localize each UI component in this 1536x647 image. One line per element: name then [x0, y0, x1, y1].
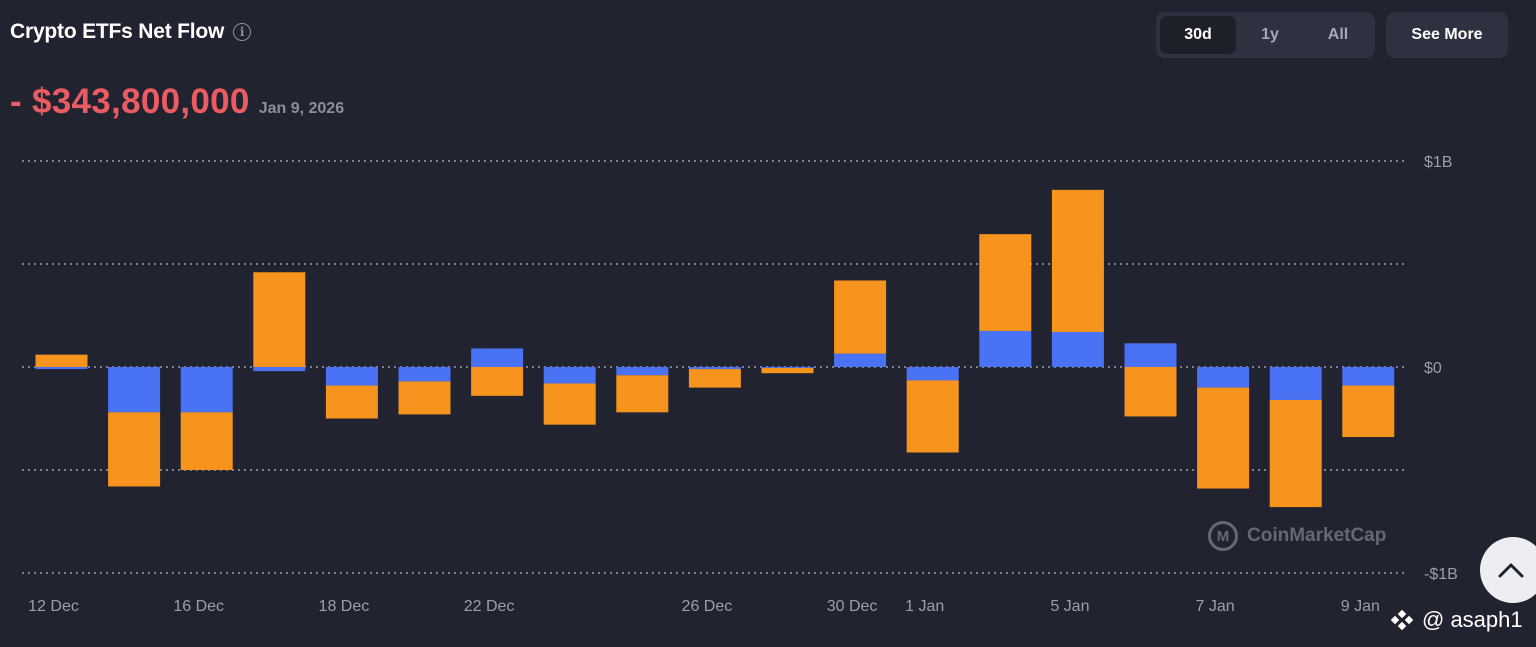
bar-segment: [108, 367, 161, 413]
bar-segment: [471, 367, 524, 396]
bar-segment: [1197, 387, 1250, 489]
bar-segment: [1051, 331, 1104, 367]
bar-segment: [543, 367, 596, 384]
credit-text: @ asaph1: [1422, 607, 1523, 632]
bar-segment: [1197, 367, 1250, 388]
x-tick-label: 7 Jan: [1196, 598, 1235, 615]
watermark: M CoinMarketCap: [1208, 521, 1386, 551]
x-tick-label: 12 Dec: [28, 598, 79, 615]
bar-segment: [906, 380, 959, 453]
bar-segment: [1269, 399, 1322, 508]
bar-segment: [979, 234, 1032, 331]
bar-segment: [1342, 367, 1395, 386]
bar-segment: [398, 367, 451, 382]
bar-segment: [834, 353, 887, 367]
watermark-text: CoinMarketCap: [1247, 525, 1387, 546]
net-flow-value: - $343,800,000: [10, 82, 250, 121]
coinmarketcap-logo-icon: M: [1208, 521, 1238, 551]
bar-segment: [35, 354, 88, 367]
bar-segment: [906, 367, 959, 381]
scroll-to-top-button[interactable]: [1480, 537, 1536, 603]
see-more-button[interactable]: See More: [1386, 12, 1508, 58]
bar-segment: [834, 280, 887, 354]
info-icon[interactable]: i: [233, 23, 252, 41]
x-tick-label: 16 Dec: [173, 598, 224, 615]
bar-segment: [325, 385, 378, 419]
range-tab-1y[interactable]: 1y: [1261, 26, 1279, 43]
range-tab-all[interactable]: All: [1327, 26, 1349, 43]
chart-header: Crypto ETFs Net Flow i: [10, 20, 252, 44]
credit: @ asaph1: [1388, 607, 1523, 633]
bar-segment: [979, 330, 1032, 367]
x-tick-label: 18 Dec: [319, 598, 370, 615]
bar-segment: [471, 348, 524, 367]
bar-segment: [761, 367, 814, 369]
range-tab-30d[interactable]: 30d: [1160, 16, 1236, 54]
bar-segment: [616, 375, 669, 413]
bar-segment: [1124, 343, 1177, 367]
bar-segment: [1051, 189, 1104, 332]
x-tick-label: 26 Dec: [682, 598, 733, 615]
bar-segment: [616, 367, 669, 376]
range-selector: 30d 1y All: [1156, 12, 1375, 58]
x-tick-label: 30 Dec: [827, 598, 878, 615]
bar-segment: [325, 367, 378, 386]
bar-segment: [253, 367, 306, 372]
net-flow-date: Jan 9, 2026: [258, 100, 345, 117]
chart-title: Crypto ETFs Net Flow: [10, 20, 225, 43]
x-tick-label: 5 Jan: [1050, 598, 1089, 615]
bar-segment: [35, 367, 88, 370]
y-tick-label: $0: [1424, 360, 1442, 377]
bar-segment: [688, 367, 741, 370]
bar-segment: [761, 368, 814, 374]
y-tick-label: $1B: [1424, 154, 1452, 171]
binance-square-icon: [1390, 609, 1414, 631]
chevron-up-icon: [1498, 563, 1524, 578]
bar-segment: [1124, 367, 1177, 417]
bar-segment: [1269, 367, 1322, 400]
bar-segment: [253, 272, 306, 367]
x-tick-label: 22 Dec: [464, 598, 515, 615]
bar-segment: [180, 367, 233, 413]
bar-segment: [543, 383, 596, 425]
x-tick-label: 9 Jan: [1341, 598, 1380, 615]
bar-segment: [398, 381, 451, 415]
bar-segment: [180, 412, 233, 470]
net-flow-summary: - $343,800,000 Jan 9, 2026: [10, 82, 344, 122]
bar-segment: [688, 369, 741, 388]
y-tick-label: -$1B: [1424, 566, 1458, 583]
x-tick-label: 1 Jan: [905, 598, 944, 615]
bar-segment: [1342, 385, 1395, 438]
bar-segment: [108, 412, 161, 487]
